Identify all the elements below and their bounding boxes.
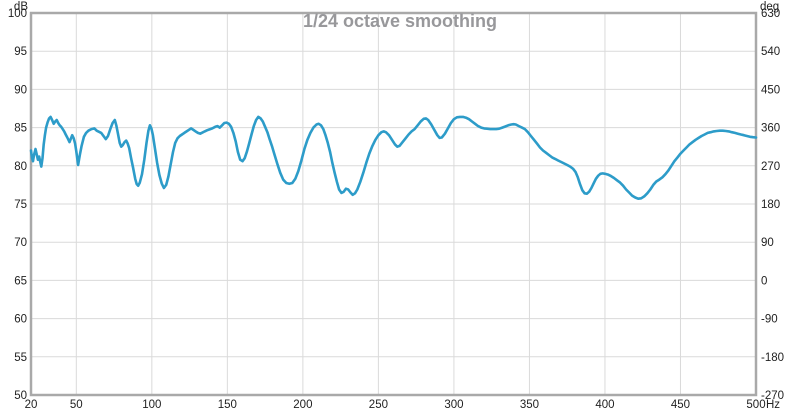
y-axis-tick-label: 100: [8, 8, 27, 20]
y2-axis-tick-label: -270: [761, 390, 784, 402]
y-axis-tick-label: 95: [14, 46, 27, 58]
x-axis-tick-label: 350: [520, 399, 539, 411]
x-axis-tick-label: 100: [142, 399, 161, 411]
x-axis-tick-label: 250: [369, 399, 388, 411]
y2-axis-tick-label: 180: [761, 199, 780, 211]
y2-axis-tick-label: 540: [761, 46, 780, 58]
x-axis-tick-label: 200: [293, 399, 312, 411]
axis-tick-labels: 100 95 90 85 80 75 70 65 60 55 50 630 540 450 360 270 18…: [8, 8, 784, 411]
plot-border: [29, 11, 758, 397]
left-axis-unit-label: dB: [14, 1, 28, 13]
y-axis-tick-label: 70: [14, 237, 27, 249]
right-axis-unit-label: deg: [760, 1, 779, 13]
y2-axis-tick-label: 450: [761, 84, 780, 96]
x-axis-tick-label: 400: [595, 399, 614, 411]
y-axis-tick-label: 90: [14, 84, 27, 96]
y-axis-tick-label: 65: [14, 275, 27, 287]
x-axis-unit-label: Hz: [766, 399, 780, 411]
y-axis-tick-label: 75: [14, 199, 27, 211]
x-axis-tick-label: 50: [70, 399, 83, 411]
y-axis-tick-label: 80: [14, 161, 27, 173]
y2-axis-tick-label: -180: [761, 352, 784, 364]
x-axis-tick-label: 150: [218, 399, 237, 411]
grid-lines: [31, 13, 756, 395]
y2-axis-tick-label: 90: [761, 237, 774, 249]
y-axis-tick-label: 50: [14, 390, 27, 402]
y-axis-tick-label: 55: [14, 352, 27, 364]
y2-axis-tick-label: 0: [761, 275, 767, 287]
x-axis-tick-label: 450: [671, 399, 690, 411]
y2-axis-tick-label: 270: [761, 161, 780, 173]
x-axis-tick-label: 300: [444, 399, 463, 411]
y-axis-tick-label: 85: [14, 123, 27, 135]
x-axis-tick-label: 500: [746, 399, 765, 411]
y2-axis-tick-label: -90: [761, 314, 778, 326]
chart-title: 1/24 octave smoothing: [303, 11, 497, 31]
response-curve: [29, 115, 758, 200]
y-axis-tick-label: 60: [14, 314, 27, 326]
y2-axis-tick-label: 360: [761, 123, 780, 135]
x-axis-tick-label: 20: [25, 399, 38, 411]
y2-axis-tick-label: 630: [761, 8, 780, 20]
